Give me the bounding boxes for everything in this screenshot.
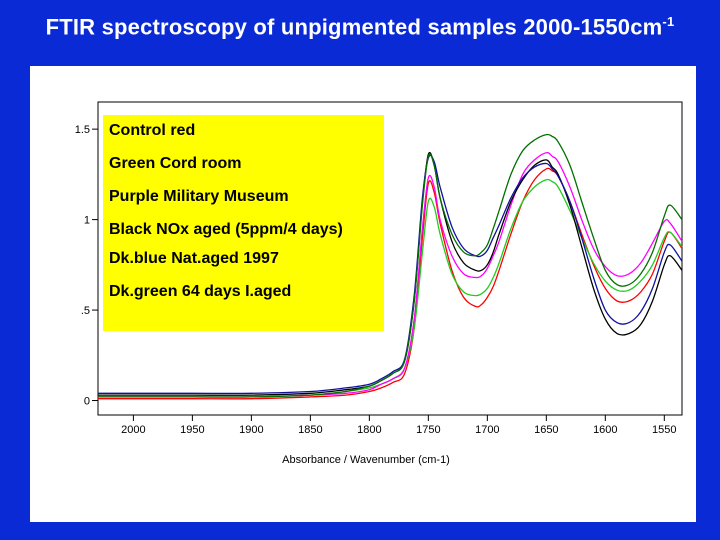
x-tick-label: 1900 — [239, 424, 263, 436]
x-tick-label: 1750 — [416, 424, 440, 436]
x-tick-label: 1800 — [357, 424, 381, 436]
slide-title-text: FTIR spectroscopy of unpigmented samples… — [45, 14, 663, 40]
x-tick-label: 1950 — [180, 424, 204, 436]
ticks: 0 .5 1 1.5 2000 1950 1900 1850 1800 1750 1700 1650 1… — [75, 124, 677, 436]
legend-item-control-red: Control red — [109, 122, 196, 139]
y-tick-label: 1 — [84, 215, 90, 227]
legend-item-dk-blue-nat-aged: Dk.blue Nat.aged 1997 — [109, 250, 279, 267]
plot-frame — [97, 101, 683, 416]
legend-box: Control red Green Cord room Purple Milit… — [103, 115, 384, 331]
slide-title-superscript: -1 — [662, 14, 675, 29]
series-line-4 — [98, 154, 683, 395]
y-tick-label: 1.5 — [75, 124, 90, 136]
series-group — [97, 133, 683, 400]
series-line-0 — [98, 167, 683, 400]
series-line-2 — [97, 151, 683, 398]
legend-item-green-cord-room: Green Cord room — [109, 155, 242, 172]
x-tick-label: 2000 — [121, 424, 145, 436]
legend-item-purple-military-museum: Purple Military Museum — [109, 188, 289, 205]
slide-title: FTIR spectroscopy of unpigmented samples… — [0, 14, 720, 40]
x-tick-label: 1850 — [298, 424, 322, 436]
x-tick-label: 1600 — [593, 424, 617, 436]
series-line-1 — [97, 178, 683, 398]
legend-item-dk-green-64-days: Dk.green 64 days I.aged — [109, 283, 292, 300]
series-line-5 — [97, 133, 683, 398]
ftir-chart: 0 .5 1 1.5 2000 1950 1900 1850 1800 1750 1700 1650 1… — [75, 101, 683, 466]
x-tick-label: 1700 — [475, 424, 499, 436]
x-axis-label: Absorbance / Wavenumber (cm-1) — [282, 454, 450, 466]
legend-item-black-nox-aged: Black NOx aged (5ppm/4 days) — [109, 221, 343, 238]
y-tick-label: 0 — [84, 396, 90, 408]
x-tick-label: 1650 — [534, 424, 558, 436]
y-tick-label: .5 — [81, 305, 90, 317]
x-tick-label: 1550 — [652, 424, 676, 436]
